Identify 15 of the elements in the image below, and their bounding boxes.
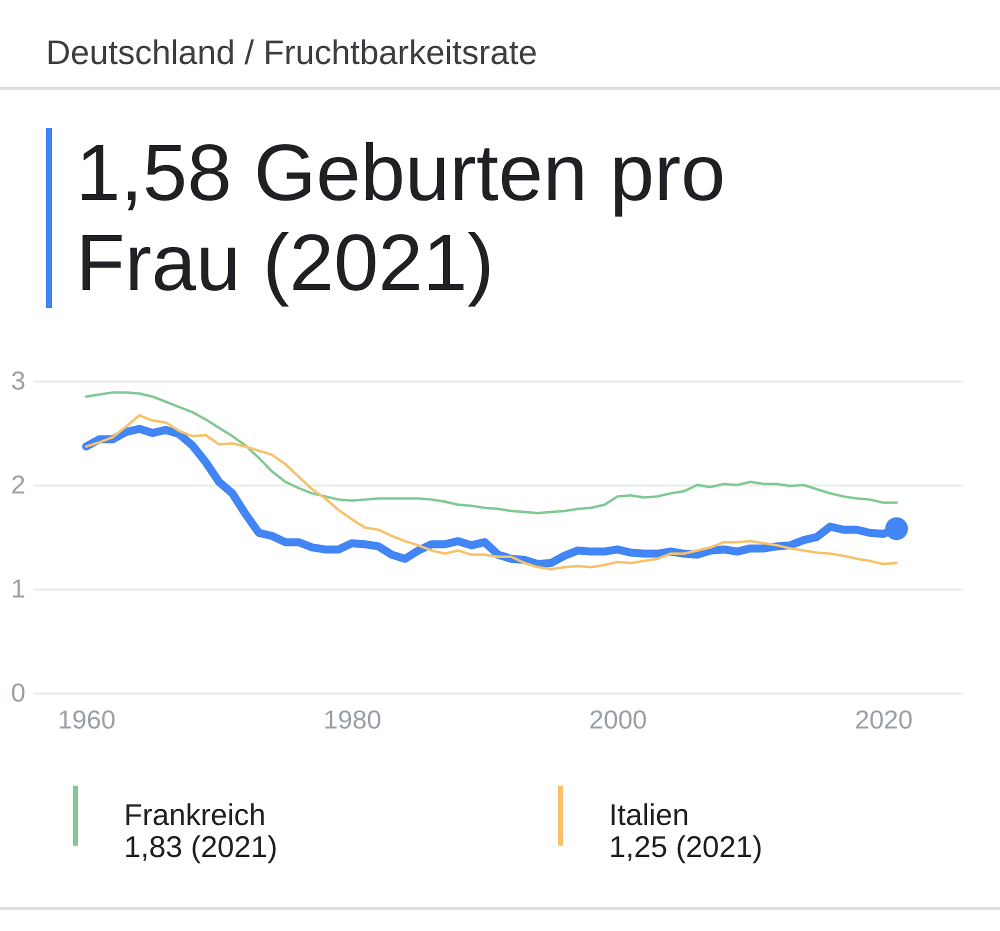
legend-label: Italien	[609, 798, 690, 832]
legend-label: Frankreich	[124, 798, 266, 832]
x-tick-label: 1960	[58, 704, 116, 734]
x-tick-label: 1980	[323, 704, 382, 734]
text: 1,25 (2021)	[609, 830, 762, 864]
x-tick-label: 2000	[589, 704, 647, 734]
chart-subtitle: 1,58 Geburten pro Frau (2021)	[46, 128, 876, 308]
y-tick-label: 2	[11, 470, 26, 500]
y-tick-label: 3	[11, 366, 26, 396]
y-tick-label: 1	[11, 574, 26, 604]
x-tick-label: 2020	[854, 704, 913, 734]
y-tick-label: 0	[11, 678, 26, 708]
chart-title: Deutschland / Fruchtbarkeitsrate	[0, 0, 1000, 90]
text: 1,83 (2021)	[124, 830, 278, 864]
line-series	[84, 391, 898, 514]
